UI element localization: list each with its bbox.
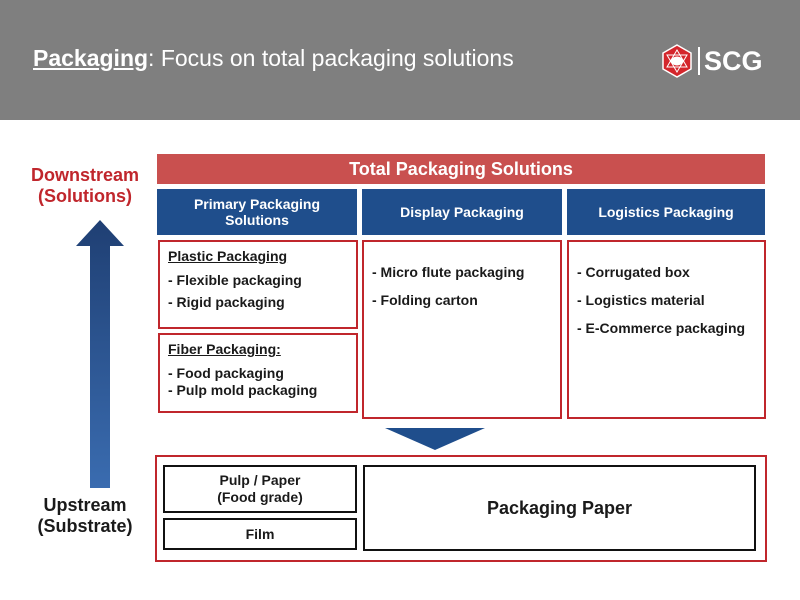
upstream-sub: (Substrate) (37, 516, 133, 536)
logo-text: SCG (698, 47, 763, 75)
logistics-packaging-header: Logistics Packaging (567, 189, 765, 235)
plastic-packaging-box: Plastic Packaging - Flexible packaging -… (158, 240, 358, 329)
film-box: Film (163, 518, 357, 550)
primary-packaging-header: Primary Packaging Solutions (157, 189, 357, 235)
box-title: Plastic Packaging (168, 248, 288, 264)
down-chevron-icon (385, 428, 485, 450)
list-item: - Flexible packaging (168, 272, 302, 288)
logistics-packaging-box: - Corrugated box - Logistics material - … (567, 240, 766, 419)
downstream-label: Downstream (Solutions) (15, 165, 155, 207)
packaging-paper-box: Packaging Paper (363, 465, 756, 551)
upstream-label: Upstream (Substrate) (15, 495, 155, 537)
scg-logo: SCG (660, 44, 763, 78)
display-packaging-box: - Micro flute packaging - Folding carton (362, 240, 562, 419)
downstream-text: Downstream (30, 165, 140, 185)
pulp-line: Pulp / Paper (219, 472, 301, 488)
display-packaging-header: Display Packaging (362, 189, 562, 235)
downstream-sub: (Solutions) (38, 186, 132, 206)
pulp-line: (Food grade) (217, 489, 303, 505)
up-arrow-icon (76, 220, 124, 488)
header-line: Primary Packaging (193, 196, 321, 212)
list-item: - Rigid packaging (168, 294, 285, 310)
list-item: - Pulp mold packaging (168, 382, 318, 398)
pulp-paper-box: Pulp / Paper (Food grade) (163, 465, 357, 513)
elephant-emblem-icon (662, 44, 692, 78)
title-rest: : Focus on total packaging solutions (148, 45, 514, 71)
page-title: Packaging: Focus on total packaging solu… (33, 45, 514, 72)
title-keyword: Packaging (33, 45, 149, 71)
list-item: - Micro flute packaging (372, 264, 525, 280)
total-packaging-banner: Total Packaging Solutions (157, 154, 765, 184)
substrate-box (155, 455, 767, 562)
list-item: - Logistics material (577, 292, 705, 308)
list-item: - Corrugated box (577, 264, 690, 280)
list-item: - Folding carton (372, 292, 478, 308)
box-title: Fiber Packaging: (168, 341, 281, 357)
upstream-text: Upstream (43, 495, 127, 515)
list-item: - Food packaging (168, 365, 284, 381)
header-line: Solutions (225, 212, 289, 228)
list-item: - E-Commerce packaging (577, 320, 746, 336)
fiber-packaging-box: Fiber Packaging: - Food packaging - Pulp… (158, 333, 358, 413)
